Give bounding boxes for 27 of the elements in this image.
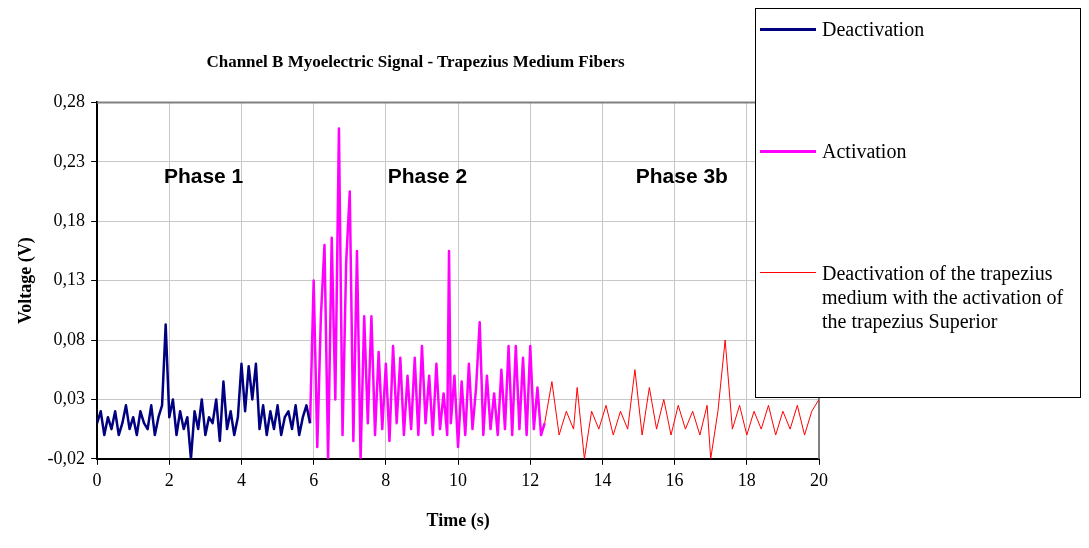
legend-label: Deactivation bbox=[822, 17, 925, 41]
y-tick-label: 0,28 bbox=[53, 91, 86, 112]
y-tick-label: 0,08 bbox=[53, 328, 86, 349]
x-tick-label: 0 bbox=[92, 470, 102, 491]
x-tick-label: 16 bbox=[665, 470, 684, 491]
x-tick-label: 2 bbox=[164, 470, 174, 491]
legend-label: Deactivation of the trapezius medium with the activation of the trapezius Superior bbox=[822, 261, 1065, 333]
annotation: Phase 2 bbox=[387, 164, 468, 188]
x-tick-label: 6 bbox=[309, 470, 319, 491]
x-tick-label: 14 bbox=[593, 470, 612, 491]
y-axis-title: Voltage (V) bbox=[15, 237, 37, 325]
legend-label: Activation bbox=[822, 139, 907, 163]
x-tick-label: 10 bbox=[449, 470, 468, 491]
y-tick-label: 0,13 bbox=[53, 269, 86, 290]
y-tick-label: -0,02 bbox=[47, 447, 86, 468]
annotation: Phase 1 bbox=[163, 164, 244, 188]
x-tick-label: 12 bbox=[521, 470, 540, 491]
y-tick-label: 0,23 bbox=[53, 150, 86, 171]
annotation: Phase 3b bbox=[635, 164, 728, 188]
y-tick-label: 0,03 bbox=[53, 388, 86, 409]
x-tick-label: 18 bbox=[737, 470, 756, 491]
y-tick-label: 0,18 bbox=[53, 209, 86, 230]
chart-title: Channel B Myoelectric Signal - Trapezius Medium Fibers bbox=[206, 51, 625, 71]
x-axis-title: Time (s) bbox=[426, 509, 490, 531]
x-tick-label: 4 bbox=[236, 470, 246, 491]
x-tick-label: 8 bbox=[381, 470, 391, 491]
x-tick-label: 20 bbox=[810, 470, 828, 491]
